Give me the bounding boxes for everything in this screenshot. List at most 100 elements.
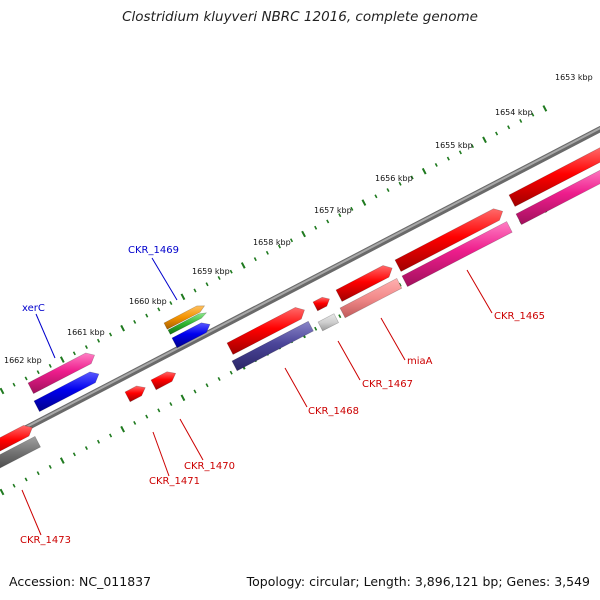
topology-text: Topology: circular; Length: 3,896,121 bp…	[246, 574, 590, 589]
tick-mark	[421, 167, 427, 175]
leader-miaa	[380, 317, 406, 361]
feature-miaa-top[interactable]	[335, 265, 393, 302]
accession-text: Accession: NC_011837	[9, 574, 152, 589]
leader-xerc	[35, 313, 56, 359]
feature-ckr1470[interactable]	[150, 371, 177, 391]
tick-mark	[109, 332, 113, 337]
feature-upper-2[interactable]	[508, 147, 600, 207]
tick-mark	[24, 376, 28, 381]
tick-mark	[48, 464, 52, 469]
gene-label-ckr1471[interactable]: CKR_1471	[149, 476, 200, 487]
feature-ckr1468-navy[interactable]	[231, 320, 314, 372]
features	[0, 147, 600, 475]
tick-mark	[84, 345, 88, 350]
tick-mark	[180, 293, 186, 301]
feature-ckr1473-gray[interactable]	[0, 435, 41, 475]
tick-mark	[169, 301, 173, 306]
feature-ckr1468-top[interactable]	[226, 307, 305, 355]
kbp-label-1657: 1657 kbp	[314, 206, 352, 215]
tick-mark	[145, 313, 149, 318]
tick-mark	[542, 105, 548, 112]
tick-mark	[12, 382, 16, 387]
kbp-label-1661: 1661 kbp	[67, 328, 105, 337]
feature-ckr1469-orange[interactable]	[163, 305, 206, 330]
gene-label-ckr1468[interactable]: CKR_1468	[308, 406, 359, 417]
tick-mark	[59, 457, 65, 464]
leader-ckr1470	[179, 418, 204, 461]
tick-mark	[374, 194, 378, 199]
tick-mark	[96, 439, 101, 444]
tick-mark	[495, 131, 499, 136]
leader-ckr1471	[152, 431, 170, 477]
kbp-labels: 1653 kbp 1654 kbp 1655 kbp 1656 kbp 1657…	[4, 73, 593, 365]
gene-label-miaa[interactable]: miaA	[407, 356, 433, 367]
tick-mark	[314, 225, 318, 230]
gene-label-ckr1469[interactable]: CKR_1469	[128, 245, 179, 256]
backbone	[0, 125, 600, 446]
tick-mark	[36, 471, 40, 476]
leader-ckr1469	[151, 257, 178, 301]
kbp-label-1659: 1659 kbp	[192, 267, 230, 276]
tick-mark	[338, 314, 342, 319]
feature-ckr1473-top[interactable]	[0, 425, 33, 458]
tick-mark	[289, 238, 294, 243]
tick-rails	[0, 105, 595, 496]
gene-label-ckr1470[interactable]: CKR_1470	[184, 461, 235, 472]
kbp-label-1662: 1662 kbp	[4, 356, 42, 365]
tick-mark	[48, 363, 52, 368]
gene-label-ckr1465[interactable]: CKR_1465	[494, 311, 545, 322]
tick-mark	[157, 408, 161, 413]
tick-mark	[169, 402, 173, 407]
gene-label-xerc[interactable]: xerC	[22, 303, 45, 314]
tick-mark	[314, 326, 318, 331]
feature-ckr1467-top[interactable]	[312, 296, 330, 312]
tick-mark	[12, 483, 16, 488]
tick-mark	[205, 383, 209, 388]
tick-mark	[434, 162, 438, 167]
gene-labels: xerC CKR_1469 CKR_1465 miaA CKR_1467 CKR…	[20, 245, 545, 546]
tick-mark	[458, 150, 462, 155]
gene-label-ckr1467[interactable]: CKR_1467	[362, 379, 413, 390]
backbone-highlight	[0, 127, 600, 442]
tick-mark	[72, 452, 76, 457]
feature-xerc-blue[interactable]	[33, 371, 100, 413]
feature-ckr1471[interactable]	[124, 385, 146, 403]
tick-mark	[531, 112, 535, 117]
tick-mark	[277, 244, 281, 249]
feature-ckr1467-gray[interactable]	[317, 313, 340, 332]
tick-mark	[507, 125, 511, 130]
tick-mark	[109, 433, 113, 438]
feature-ckr1469-blue[interactable]	[171, 322, 211, 349]
tick-mark	[217, 275, 221, 280]
feature-upper-1[interactable]	[394, 208, 504, 272]
tick-mark	[398, 282, 402, 287]
kbp-label-1656: 1656 kbp	[375, 174, 413, 183]
gene-label-ckr1473[interactable]: CKR_1473	[20, 535, 71, 546]
feature-ckr1469-green[interactable]	[167, 312, 208, 335]
leader-ckr1467	[337, 340, 361, 381]
feature-xerc-top[interactable]	[27, 352, 96, 395]
tick-mark	[120, 425, 125, 433]
tick-mark	[326, 219, 330, 224]
leader-ckr1473	[21, 489, 42, 536]
tick-mark	[59, 356, 65, 363]
tick-mark	[386, 188, 390, 193]
feature-ckr1465[interactable]	[401, 221, 513, 288]
feature-ckr1465-b[interactable]	[515, 168, 600, 226]
tick-mark	[193, 389, 197, 394]
tick-mark	[157, 307, 161, 312]
tick-mark	[519, 119, 523, 123]
tick-mark	[301, 230, 306, 238]
feature-miaa-salmon[interactable]	[339, 277, 403, 319]
tick-mark	[253, 257, 257, 262]
tick-mark	[180, 394, 186, 402]
tick-mark	[265, 250, 269, 255]
tick-mark	[84, 446, 88, 451]
tick-mark	[470, 144, 475, 149]
leader-ckr1468	[284, 367, 308, 408]
tick-mark	[120, 324, 125, 332]
tick-mark	[205, 282, 209, 287]
tick-mark	[193, 288, 197, 293]
